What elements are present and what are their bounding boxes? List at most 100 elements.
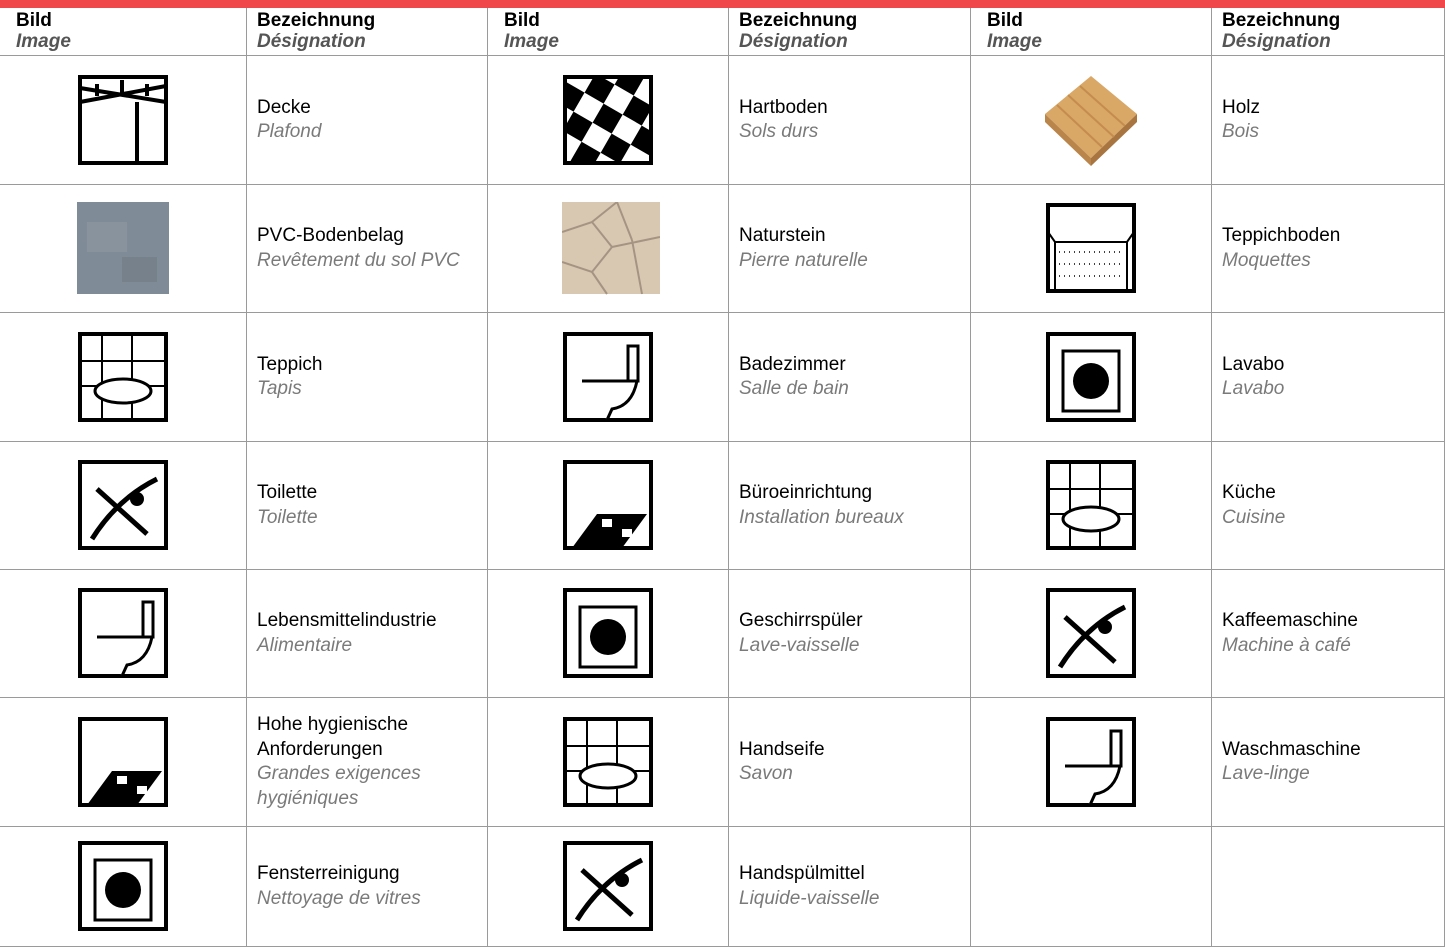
header-label: Désignation bbox=[257, 31, 366, 52]
pictogram-shape bbox=[600, 133, 631, 163]
name-de: Teppich bbox=[257, 353, 323, 375]
text-cell: Geschirrspüler Lave-vaisselle bbox=[729, 570, 971, 698]
text-cell: Decke Plafond bbox=[247, 56, 488, 185]
image-cell bbox=[488, 698, 729, 827]
name-de: Lavabo bbox=[1222, 353, 1285, 375]
pictogram bbox=[77, 460, 168, 550]
header-label: Désignation bbox=[1222, 31, 1331, 52]
pictogram bbox=[76, 202, 169, 294]
image-cell bbox=[0, 570, 247, 698]
header-cell: Bezeichnung Désignation bbox=[1212, 8, 1445, 56]
pictogram-shape bbox=[561, 202, 660, 295]
pictogram-shape bbox=[1045, 203, 1136, 293]
name-fr: Sols durs bbox=[739, 121, 819, 142]
pictogram-shape bbox=[564, 76, 651, 163]
text-cell: Holz Bois bbox=[1212, 56, 1445, 185]
image-cell bbox=[488, 827, 729, 947]
image-cell bbox=[971, 570, 1212, 698]
pictogram-shape bbox=[89, 476, 158, 541]
pictogram-shape bbox=[129, 492, 144, 506]
name-fr: Lave-vaisselle bbox=[739, 634, 860, 656]
pictogram bbox=[1045, 460, 1136, 550]
image-cell bbox=[0, 698, 247, 827]
pictogram-shape bbox=[93, 858, 152, 922]
pictogram-shape bbox=[581, 344, 639, 421]
pictogram-shape bbox=[1044, 113, 1091, 166]
text-cell: Naturstein Pierre naturelle bbox=[729, 185, 971, 313]
name-de: Holz bbox=[1222, 96, 1261, 118]
title-banner bbox=[0, 0, 1445, 8]
text-cell: Teppichboden Moquettes bbox=[1212, 185, 1445, 313]
text-cell: Kaffeemaschine Machine à café bbox=[1212, 570, 1445, 698]
pictogram-shape bbox=[96, 600, 154, 677]
name-de: Küche bbox=[1222, 482, 1276, 503]
text-cell: Handspülmittel Liquide-vaisselle bbox=[729, 827, 971, 947]
header-label: Bezeichnung bbox=[739, 10, 858, 31]
pictogram-shape bbox=[570, 141, 601, 163]
pictogram-shape bbox=[601, 519, 632, 537]
pictogram-shape bbox=[614, 76, 645, 96]
pictogram-shape bbox=[104, 872, 141, 908]
image-cell bbox=[488, 442, 729, 570]
pictogram-shape bbox=[1045, 460, 1136, 550]
pictogram-shape bbox=[589, 619, 626, 655]
pictogram-shape bbox=[1072, 362, 1109, 399]
pictogram-shape bbox=[86, 222, 127, 252]
name-de: Kaffeemaschine bbox=[1222, 610, 1358, 631]
header-label: Bild bbox=[16, 10, 52, 31]
name-fr: Nettoyage de vitres bbox=[257, 887, 421, 909]
pictogram-shape bbox=[584, 76, 615, 104]
text-cell: Fensterreinigung Nettoyage de vitres bbox=[247, 827, 488, 947]
name-de: Badezimmer bbox=[739, 353, 846, 375]
pictogram-shape bbox=[116, 775, 147, 794]
text-cell: PVC-Bodenbelag Revêtement du sol PVC bbox=[247, 185, 488, 313]
name-de: Teppichboden bbox=[1222, 225, 1341, 246]
pictogram bbox=[561, 202, 660, 295]
name-fr: Grandes exigences hygiéniques bbox=[257, 763, 421, 809]
name-fr: Pierre naturelle bbox=[739, 249, 868, 271]
name-de: Decke bbox=[257, 96, 311, 118]
pictogram-shape bbox=[1057, 604, 1126, 669]
header-label: Bezeichnung bbox=[257, 10, 376, 31]
pictogram-shape bbox=[578, 605, 637, 669]
name-fr: Salle de bain bbox=[739, 378, 849, 399]
pictogram bbox=[562, 460, 653, 550]
header-label: Bild bbox=[987, 10, 1023, 31]
pictogram bbox=[1045, 716, 1136, 807]
pictogram bbox=[77, 716, 168, 807]
name-fr: Savon bbox=[739, 763, 793, 784]
name-de: Handseife bbox=[739, 738, 825, 760]
name-de: Hohe hygienische Anforderungen bbox=[257, 714, 409, 760]
pictogram-shape bbox=[630, 125, 651, 156]
pictogram-shape bbox=[592, 103, 623, 134]
pictogram-shape bbox=[79, 79, 166, 163]
header-cell: Bild Image bbox=[971, 8, 1212, 56]
name-fr: Lavabo bbox=[1222, 378, 1285, 399]
name-de: Hartboden bbox=[739, 96, 828, 118]
text-cell: Handseife Savon bbox=[729, 698, 971, 827]
pictogram-shape bbox=[86, 770, 162, 805]
image-cell bbox=[488, 185, 729, 313]
header-label: Désignation bbox=[739, 31, 848, 52]
header-cell: Bezeichnung Désignation bbox=[729, 8, 971, 56]
name-de: Handspülmittel bbox=[739, 863, 865, 884]
pictogram-shape bbox=[562, 716, 653, 807]
name-de: Toilette bbox=[257, 482, 318, 503]
header-label: Bild bbox=[504, 10, 540, 31]
text-cell: Lebensmittelindustrie Alimentaire bbox=[247, 570, 488, 698]
pictogram-shape bbox=[1090, 113, 1137, 166]
image-cell bbox=[971, 185, 1212, 313]
pictogram-shape bbox=[1061, 349, 1120, 412]
image-cell bbox=[971, 698, 1212, 827]
name-de: Geschirrspüler bbox=[739, 610, 863, 631]
name-fr: Machine à café bbox=[1222, 634, 1351, 656]
image-cell bbox=[0, 313, 247, 442]
pictogram-shape bbox=[614, 873, 629, 887]
name-fr: Toilette bbox=[257, 506, 318, 528]
image-cell bbox=[971, 827, 1212, 947]
pictogram bbox=[562, 716, 653, 807]
name-de: PVC-Bodenbelag bbox=[257, 225, 404, 246]
image-cell bbox=[0, 56, 247, 185]
header-label: Image bbox=[987, 31, 1042, 52]
